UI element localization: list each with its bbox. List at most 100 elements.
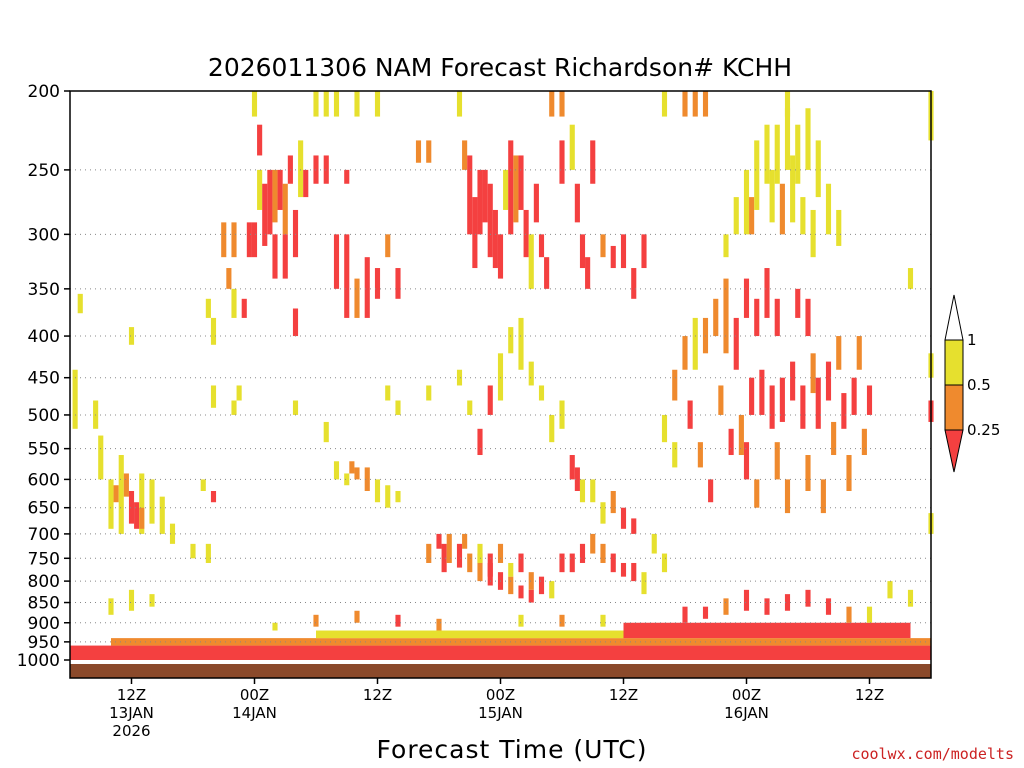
heatmap-cell [528, 361, 534, 386]
x-tick-label: 00Z [732, 686, 761, 704]
heatmap-cell [508, 562, 514, 577]
x-tick-label: 2026 [112, 722, 150, 740]
heatmap-cell [477, 553, 483, 582]
legend: 1 0.5 0.25 [944, 294, 1000, 473]
heatmap-cell [631, 562, 637, 582]
heatmap-cell [241, 298, 247, 318]
heatmap-cell [559, 91, 565, 117]
heatmap-cell [585, 257, 591, 289]
heatmap-cell [487, 385, 493, 415]
heatmap-cell [344, 234, 350, 318]
heatmap-cell [846, 455, 852, 491]
heatmap-cell [456, 543, 463, 568]
heatmap-cell [723, 278, 729, 354]
heatmap-cell [72, 369, 78, 429]
heatmap-cell [205, 298, 211, 318]
heatmap-cell [395, 400, 401, 415]
heatmap-cell [395, 490, 401, 503]
x-tick-label: 16JAN [724, 704, 769, 722]
heatmap-cell [559, 400, 565, 429]
y-tick-label: 950 [28, 633, 60, 653]
heatmap-cell [518, 614, 524, 627]
heatmap-cell [795, 288, 801, 318]
heatmap-cell [825, 361, 832, 401]
heatmap-cell [549, 91, 555, 117]
heatmap-cell [497, 353, 504, 401]
heatmap-cell [754, 140, 760, 210]
heatmap-cell [246, 222, 252, 258]
heatmap-cell [764, 124, 770, 184]
heatmap-cell [139, 473, 145, 534]
heatmap-cell [610, 553, 616, 573]
chart-title: 2026011306 NAM Forecast Richardson# KCHH [208, 53, 792, 82]
heatmap-cell [754, 298, 760, 337]
x-tick-label: 12Z [363, 686, 392, 704]
heatmap-cell [764, 268, 770, 318]
heatmap-cell [702, 606, 709, 619]
heatmap-cell [272, 234, 278, 279]
heatmap-cell [134, 502, 140, 529]
heatmap-cell [456, 91, 463, 117]
surface-band [316, 630, 624, 639]
heatmap-cell [395, 614, 401, 627]
y-axis: 200 250 300 350 400 450 500 550 600 650 700 750 8008… [17, 82, 70, 671]
heatmap-cell [523, 209, 529, 258]
heatmap-cell [374, 268, 381, 299]
heatmap-cell [467, 155, 473, 235]
heatmap-cell [503, 169, 509, 210]
heatmap-cell [528, 234, 534, 289]
legend-swatch-orange [944, 384, 964, 431]
heatmap-cell [784, 479, 791, 514]
heatmap-cell [590, 533, 596, 554]
x-tick-label: 00Z [240, 686, 269, 704]
heatmap-cell [344, 473, 350, 486]
heatmap-cell [549, 414, 555, 443]
heatmap-cell [139, 507, 145, 529]
heatmap-cell [574, 183, 580, 223]
heatmap-cell [620, 562, 627, 577]
heatmap-cell [825, 183, 832, 235]
credit-text[interactable]: coolwx.com/modelts [851, 745, 1014, 763]
heatmap-cell [697, 442, 703, 468]
heatmap-cell [810, 209, 816, 258]
heatmap-cell [323, 91, 329, 117]
heatmap-cell [692, 317, 698, 370]
legend-swatch-white [944, 294, 964, 341]
heatmap-cell [769, 385, 775, 429]
heatmap-cell [513, 155, 519, 223]
heatmap-cell [374, 479, 381, 503]
heatmap-cell [354, 278, 360, 318]
x-tick-label: 15JAN [478, 704, 523, 722]
heatmap-cell [805, 589, 811, 607]
heatmap-cell [518, 317, 524, 370]
heatmap-cell [754, 479, 760, 508]
heatmap-cell [77, 293, 83, 314]
heatmap-cell [482, 169, 488, 223]
heatmap-cell [446, 533, 452, 563]
heatmap-cell [149, 594, 155, 607]
heatmap-cell [907, 268, 914, 289]
y-tick-label: 1000 [17, 651, 60, 671]
heatmap-cell [426, 385, 432, 401]
heatmap-cell [441, 543, 447, 573]
heatmap-cell [113, 485, 119, 503]
heatmap-cell [231, 222, 237, 258]
heatmap-cell [559, 614, 565, 627]
heatmap-cell [303, 169, 309, 198]
heatmap-cell [907, 589, 914, 607]
heatmap-cell [569, 124, 575, 170]
legend-label: 1 [967, 331, 977, 349]
heatmap-cell [600, 543, 606, 563]
heatmap-cell [764, 598, 770, 615]
heatmap-cell [508, 140, 514, 235]
heatmap-cell [887, 581, 893, 599]
heatmap-cell [508, 327, 514, 354]
heatmap-cell [313, 91, 319, 117]
x-tick-label: 13JAN [109, 704, 154, 722]
heatmap-cell [590, 479, 596, 503]
heatmap-cell [221, 222, 227, 258]
heatmap-cell [579, 543, 586, 563]
heatmap-cell [790, 155, 796, 223]
heatmap-cell [851, 377, 857, 415]
